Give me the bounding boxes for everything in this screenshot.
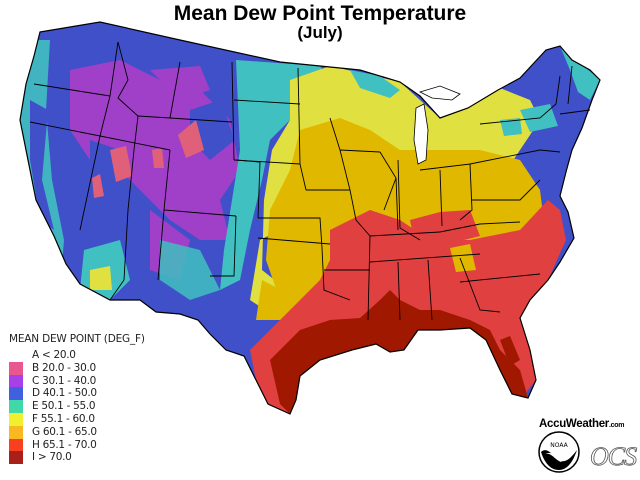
legend-item-c: C 30.1 - 40.0 bbox=[9, 374, 145, 388]
legend-swatch-e bbox=[9, 400, 23, 413]
legend-label-c: C 30.1 - 40.0 bbox=[32, 374, 96, 387]
legend-label-g: G 60.1 - 65.0 bbox=[32, 425, 97, 438]
legend-swatch-a bbox=[9, 349, 23, 362]
legend-label-d: D 40.1 - 50.0 bbox=[32, 387, 97, 400]
legend: MEAN DEW POINT (DEG_F) A < 20.0 B 20.0 -… bbox=[9, 333, 145, 465]
legend-swatch-b bbox=[9, 361, 23, 375]
svg-text:NOAA: NOAA bbox=[550, 442, 568, 449]
legend-swatch-g bbox=[9, 425, 23, 439]
legend-item-b: B 20.0 - 30.0 bbox=[9, 361, 145, 375]
legend-label-e: E 50.1 - 55.0 bbox=[32, 400, 96, 413]
accuweather-suffix: .com bbox=[609, 422, 625, 429]
legend-item-a: A < 20.0 bbox=[9, 349, 145, 362]
legend-swatch-i bbox=[9, 451, 23, 465]
noaa-logo-icon: NOAA bbox=[538, 431, 580, 473]
legend-swatch-h bbox=[9, 438, 23, 452]
legend-label-h: H 65.1 - 70.0 bbox=[32, 438, 97, 451]
legend-item-e: E 50.1 - 55.0 bbox=[9, 400, 145, 413]
accuweather-text: AccuWeather bbox=[539, 418, 609, 430]
ocs-logo: OCS bbox=[590, 442, 638, 472]
legend-label-a: A < 20.0 bbox=[32, 349, 76, 361]
legend-label-f: F 55.1 - 60.0 bbox=[32, 412, 95, 425]
map-subtitle: (July) bbox=[297, 23, 343, 42]
legend-item-i: I > 70.0 bbox=[9, 451, 145, 465]
legend-item-g: G 60.1 - 65.0 bbox=[9, 425, 145, 439]
legend-label-b: B 20.0 - 30.0 bbox=[32, 361, 96, 374]
map-title: Mean Dew Point Temperature bbox=[173, 2, 467, 25]
legend-item-d: D 40.1 - 50.0 bbox=[9, 387, 145, 401]
legend-swatch-c bbox=[9, 374, 23, 388]
legend-item-h: H 65.1 - 70.0 bbox=[9, 438, 145, 452]
legend-item-f: F 55.1 - 60.0 bbox=[9, 412, 145, 426]
legend-swatch-f bbox=[9, 412, 23, 426]
legend-title: MEAN DEW POINT (DEG_F) bbox=[9, 333, 145, 345]
legend-label-i: I > 70.0 bbox=[32, 451, 72, 464]
legend-swatch-d bbox=[9, 387, 23, 401]
accuweather-logo: AccuWeather.com bbox=[539, 418, 624, 430]
